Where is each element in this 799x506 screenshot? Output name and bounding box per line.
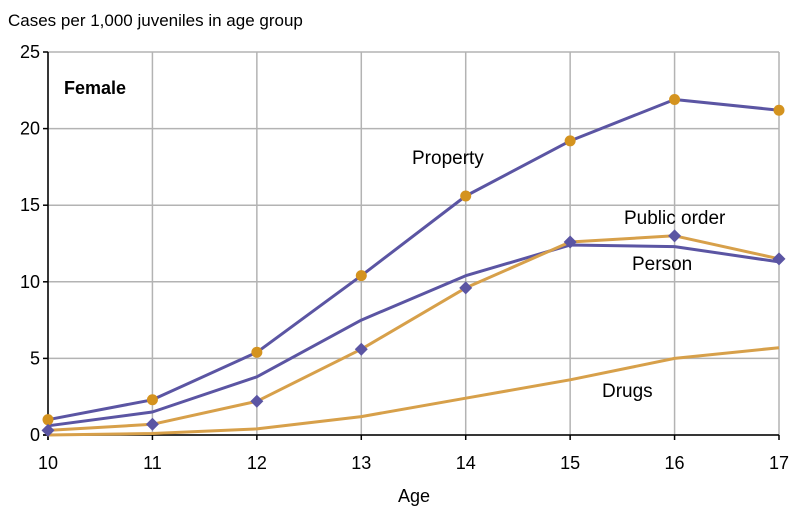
marker-property bbox=[42, 414, 54, 426]
marker-public-order bbox=[563, 235, 577, 249]
series-labels: Property Person Public order Drugs bbox=[412, 148, 726, 402]
marker-property bbox=[669, 93, 681, 105]
grid bbox=[47, 51, 780, 436]
y-tick-label: 25 bbox=[20, 42, 40, 62]
x-tick-label: 13 bbox=[351, 453, 371, 473]
marker-property bbox=[251, 346, 263, 358]
axes bbox=[43, 51, 780, 440]
series-line-person bbox=[47, 243, 780, 428]
series-label-person: Person bbox=[632, 254, 692, 275]
x-axis-title: Age bbox=[398, 486, 430, 506]
y-axis-title: Cases per 1,000 juveniles in age group bbox=[8, 11, 303, 30]
marker-public-order bbox=[354, 342, 368, 356]
x-tick-label: 10 bbox=[38, 453, 58, 473]
x-tick-label: 14 bbox=[456, 453, 476, 473]
x-tick-label: 16 bbox=[665, 453, 685, 473]
y-tick-label: 20 bbox=[20, 119, 40, 139]
series-line-public-order bbox=[47, 234, 780, 432]
series-line-drugs bbox=[47, 346, 780, 437]
panel-label: Female bbox=[64, 78, 126, 98]
y-tick-label: 10 bbox=[20, 272, 40, 292]
marker-property bbox=[355, 270, 367, 282]
y-tick-label: 0 bbox=[30, 425, 40, 445]
x-tick-label: 15 bbox=[560, 453, 580, 473]
series-label-drugs: Drugs bbox=[602, 381, 653, 402]
marker-property bbox=[564, 135, 576, 147]
marker-public-order bbox=[459, 281, 473, 295]
marker-public-order bbox=[41, 423, 55, 437]
y-tick-label: 15 bbox=[20, 195, 40, 215]
series-line-property bbox=[47, 98, 780, 422]
marker-property bbox=[146, 394, 158, 406]
marker-public-order bbox=[772, 252, 786, 266]
marker-public-order bbox=[668, 229, 682, 243]
x-tick-label: 12 bbox=[247, 453, 267, 473]
marker-property bbox=[773, 104, 785, 116]
series-label-public-order: Public order bbox=[624, 208, 726, 229]
marker-property bbox=[460, 190, 472, 202]
x-tick-label: 17 bbox=[769, 453, 789, 473]
tick-labels: 0 5 10 15 20 25 10 11 12 13 14 15 16 17 bbox=[20, 42, 789, 473]
marker-public-order bbox=[250, 394, 264, 408]
y-tick-label: 5 bbox=[30, 348, 40, 368]
series-lines bbox=[47, 98, 780, 437]
marker-public-order bbox=[145, 417, 159, 431]
series-label-property: Property bbox=[412, 148, 484, 169]
series-markers bbox=[41, 93, 786, 437]
x-tick-label: 11 bbox=[143, 453, 162, 473]
